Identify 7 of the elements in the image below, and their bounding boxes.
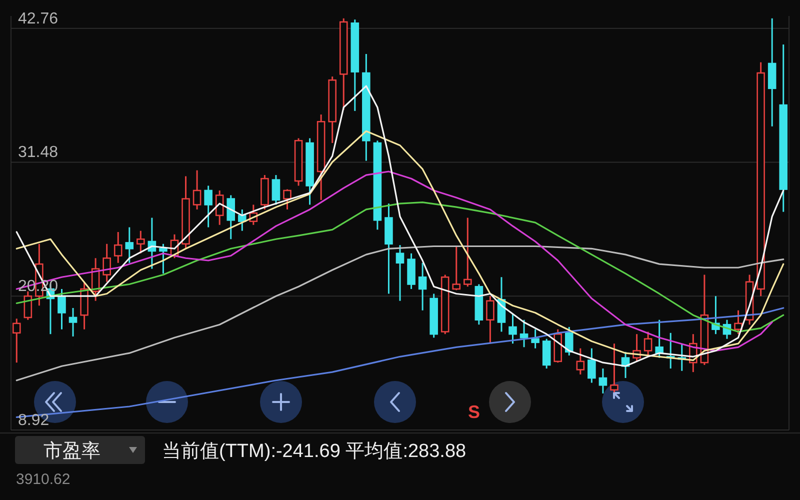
y-tick-label: 42.76: [18, 10, 58, 28]
text: 当前值(TTM):-241.69 平均值:283.88: [162, 441, 466, 462]
y-tick-label: 31.48: [18, 144, 58, 162]
text: 市盈率: [44, 440, 100, 462]
text: 3910.62: [16, 471, 70, 488]
annotation: S: [468, 402, 480, 422]
y-tick-label: 8.92: [18, 412, 50, 429]
